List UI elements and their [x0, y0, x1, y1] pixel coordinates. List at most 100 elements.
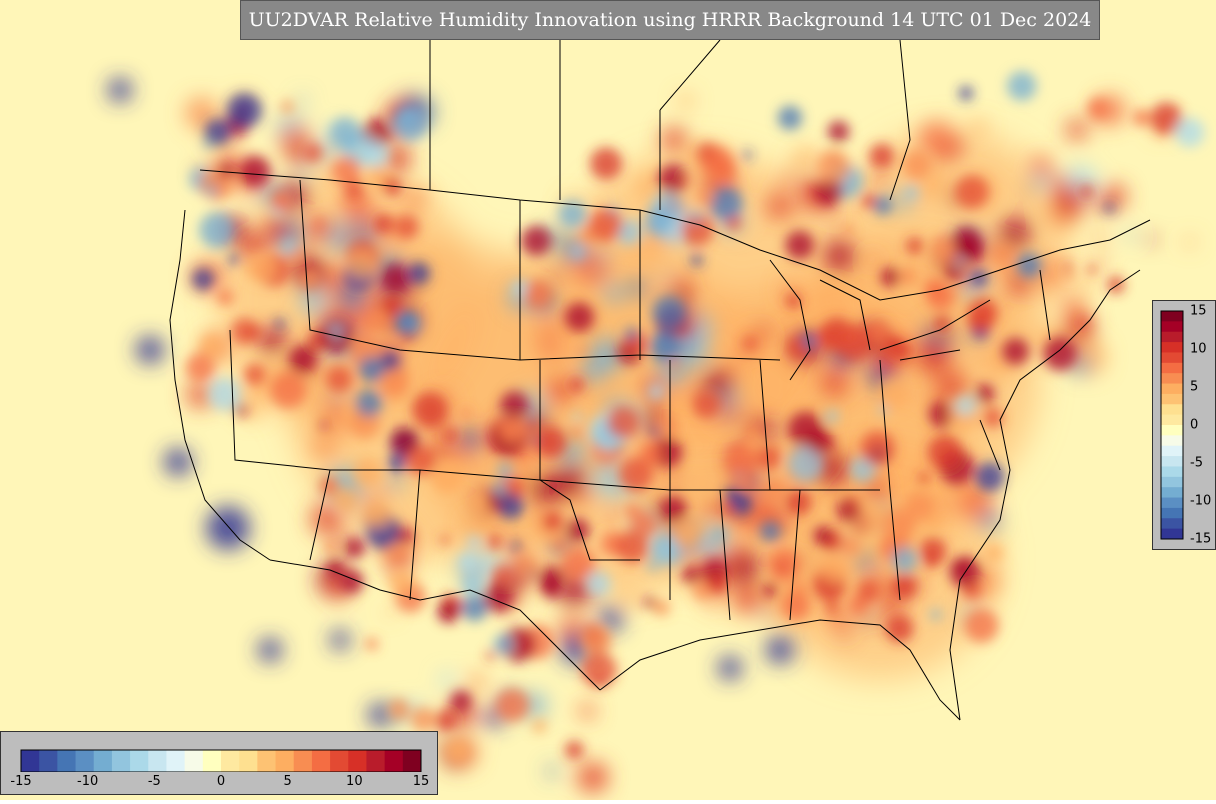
humidity-blob: [368, 703, 392, 727]
humidity-blob: [397, 109, 416, 129]
humidity-blob: [585, 571, 612, 597]
colorbar-swatch: [330, 750, 349, 772]
humidity-blob: [829, 610, 851, 632]
humidity-blob: [485, 650, 496, 661]
humidity-blob: [279, 124, 313, 159]
colorbar-swatch: [1161, 476, 1183, 488]
humidity-blob: [353, 458, 383, 487]
humidity-blob: [878, 378, 910, 410]
humidity-blob: [204, 118, 232, 146]
humidity-blob: [361, 491, 381, 511]
humidity-blob: [1095, 257, 1107, 269]
humidity-blob: [693, 582, 710, 600]
humidity-blob: [984, 543, 1004, 563]
humidity-blob: [766, 193, 792, 220]
humidity-blob: [299, 287, 327, 315]
colorbar-swatch: [1161, 321, 1183, 333]
humidity-blob: [668, 472, 681, 485]
humidity-blob: [463, 518, 473, 528]
humidity-blob: [561, 546, 596, 581]
humidity-blob: [589, 208, 623, 242]
humidity-blob: [705, 593, 720, 608]
colorbar-swatch: [275, 750, 295, 772]
humidity-blob: [326, 366, 353, 393]
colorbar-swatch: [1161, 311, 1183, 322]
humidity-blob: [326, 559, 344, 577]
humidity-blob: [397, 527, 413, 544]
colorbar-swatch: [1161, 342, 1183, 353]
humidity-blob: [630, 511, 657, 538]
humidity-blob: [370, 310, 387, 327]
humidity-blob: [388, 568, 416, 595]
humidity-blob: [849, 502, 858, 511]
humidity-blob: [980, 510, 1000, 530]
humidity-blob: [1132, 108, 1151, 127]
humidity-blob: [574, 251, 609, 286]
humidity-blob: [814, 325, 839, 350]
humidity-blob: [1150, 102, 1183, 135]
humidity-blob: [904, 186, 918, 200]
humidity-blob: [264, 218, 289, 243]
humidity-blob: [995, 245, 1010, 261]
humidity-blob: [678, 93, 694, 109]
humidity-blob: [482, 582, 513, 613]
humidity-blob: [760, 521, 781, 542]
colorbar-swatch: [1161, 487, 1183, 499]
humidity-blob: [258, 638, 282, 662]
humidity-blob: [244, 363, 266, 385]
humidity-blob: [672, 401, 684, 413]
humidity-blob: [763, 427, 775, 438]
humidity-blob: [402, 186, 427, 211]
humidity-blob: [861, 193, 876, 209]
colorbar-swatch: [1161, 352, 1183, 364]
humidity-blob: [1052, 185, 1086, 219]
humidity-blob: [492, 565, 515, 588]
humidity-blob: [1079, 317, 1090, 328]
humidity-blob: [660, 495, 687, 523]
humidity-blob: [234, 403, 248, 417]
state-borders: [169, 39, 1151, 721]
humidity-blob: [467, 489, 493, 515]
humidity-blob: [231, 318, 258, 345]
colorbar-swatch: [1161, 456, 1183, 467]
humidity-blob: [389, 544, 401, 557]
humidity-blob: [1007, 71, 1037, 101]
colorbar-swatch: [21, 750, 40, 772]
humidity-blob: [564, 740, 584, 760]
humidity-blob: [280, 238, 297, 255]
humidity-blob: [331, 156, 362, 186]
humidity-blob: [820, 369, 849, 399]
humidity-blob: [835, 325, 872, 361]
humidity-blob: [954, 394, 977, 417]
humidity-blob: [604, 283, 624, 303]
humidity-blob: [493, 634, 514, 655]
humidity-blob: [363, 141, 390, 168]
humidity-blob: [894, 516, 912, 533]
humidity-blob: [649, 331, 682, 363]
humidity-blob: [185, 380, 215, 409]
humidity-blob: [652, 536, 680, 564]
humidity-blob: [304, 143, 323, 163]
humidity-blob: [200, 335, 223, 358]
humidity-blob: [578, 701, 597, 721]
colorbar-swatch: [1161, 445, 1183, 457]
humidity-blob: [499, 414, 528, 443]
humidity-blob: [598, 606, 625, 633]
humidity-blob: [934, 315, 951, 332]
colorbar-swatch: [202, 750, 222, 772]
colorbar-tick-label: 0: [1190, 417, 1199, 433]
humidity-blob: [946, 263, 962, 280]
humidity-blob: [964, 608, 999, 643]
humidity-blob: [616, 530, 649, 564]
humidity-blob: [487, 534, 502, 549]
humidity-blob: [185, 352, 216, 383]
humidity-blob: [606, 507, 619, 520]
colorbar-tick-label: 15: [1190, 303, 1207, 319]
humidity-blob: [785, 171, 797, 183]
humidity-blob: [629, 279, 648, 297]
humidity-blob: [916, 340, 950, 374]
humidity-blob: [761, 607, 773, 619]
humidity-blob: [432, 463, 462, 494]
humidity-blob: [458, 552, 478, 572]
humidity-blob: [367, 505, 390, 528]
